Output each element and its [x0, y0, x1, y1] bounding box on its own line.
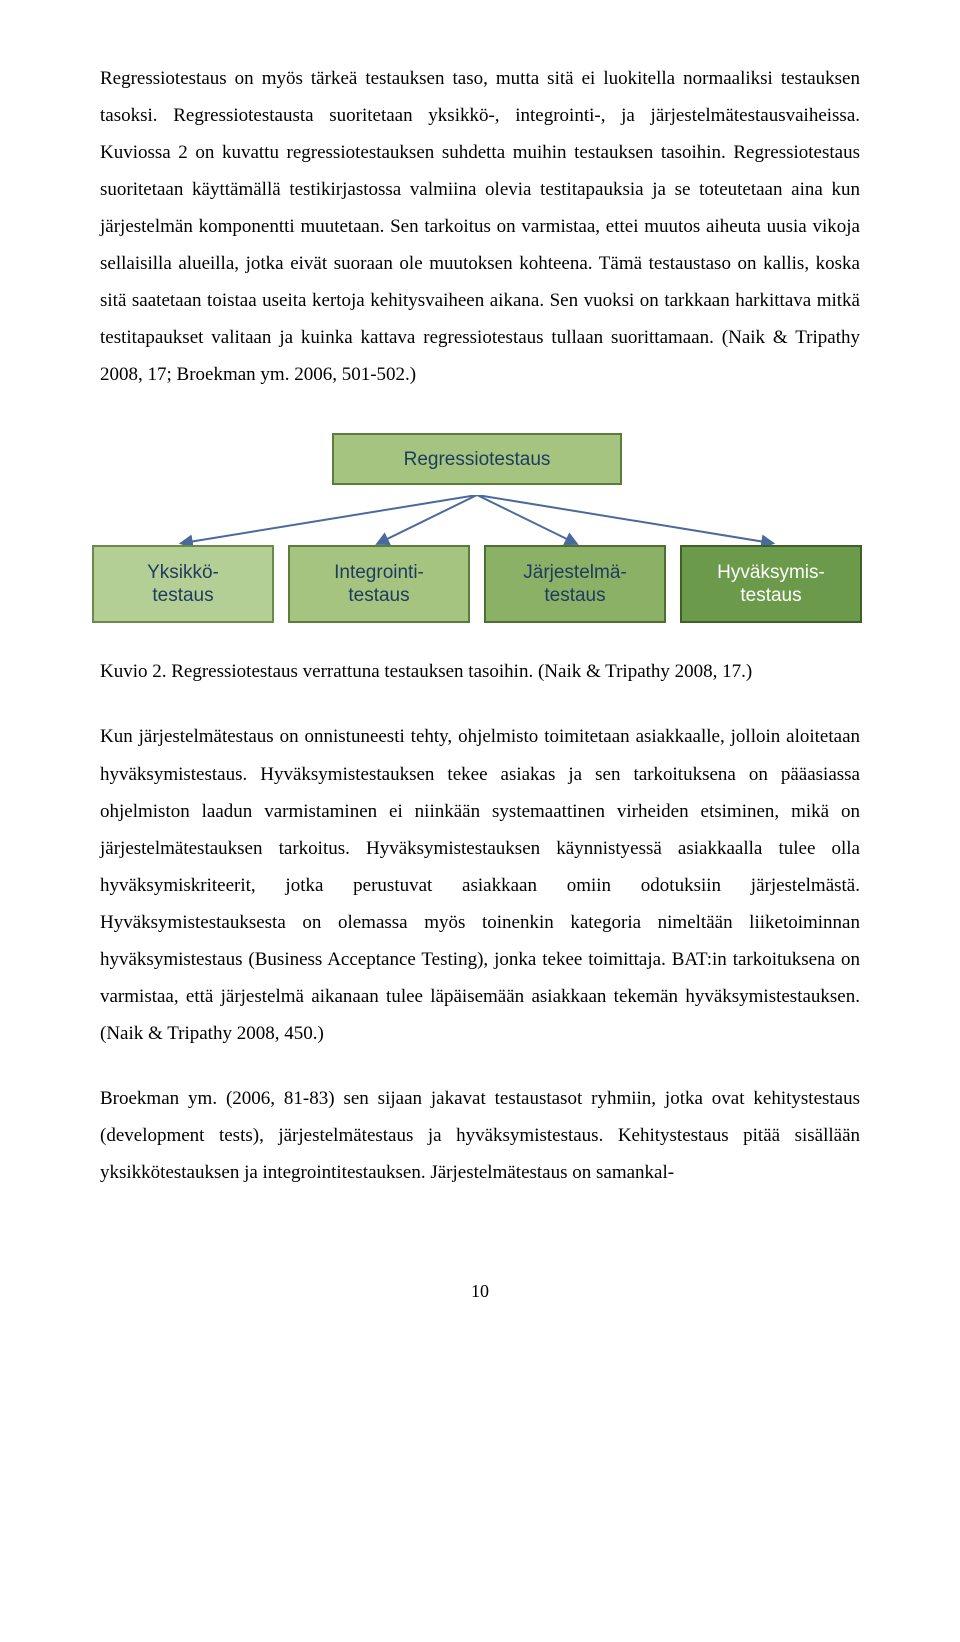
diagram-top-box: Regressiotestaus	[332, 433, 622, 485]
body-paragraph-3: Broekman ym. (2006, 81-83) sen sijaan ja…	[100, 1080, 860, 1191]
diagram-bottom-box-0: Yksikkö- testaus	[92, 545, 274, 623]
diagram-bottom-row: Yksikkö- testausIntegrointi- testausJärj…	[92, 545, 862, 623]
page-number: 10	[100, 1281, 860, 1302]
diagram-connectors	[92, 495, 862, 545]
body-paragraph-1: Regressiotestaus on myös tärkeä testauks…	[100, 60, 860, 393]
figure-caption: Kuvio 2. Regressiotestaus verrattuna tes…	[100, 653, 860, 690]
diagram-bottom-box-2: Järjestelmä- testaus	[484, 545, 666, 623]
diagram-bottom-box-1: Integrointi- testaus	[288, 545, 470, 623]
body-paragraph-2: Kun järjestelmätestaus on onnistuneesti …	[100, 718, 860, 1051]
diagram-bottom-box-3: Hyväksymis- testaus	[680, 545, 862, 623]
regression-testing-diagram: Regressiotestaus Yksikkö- testausIntegro…	[92, 433, 862, 623]
